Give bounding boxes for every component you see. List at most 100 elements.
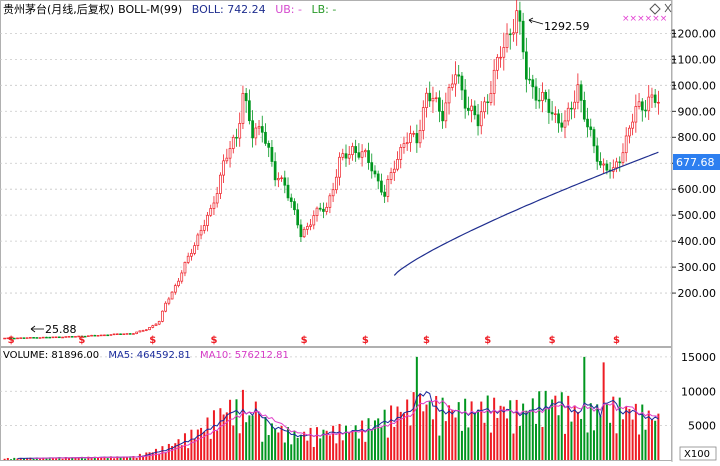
volume-bar <box>599 415 602 460</box>
candle <box>383 184 386 203</box>
volume-bar <box>209 438 212 460</box>
volume-bar <box>370 429 373 460</box>
candle <box>331 182 335 203</box>
volume-bar <box>13 457 16 460</box>
candle <box>254 123 258 146</box>
candle <box>80 335 84 338</box>
dividend-marker[interactable]: $ <box>210 335 217 346</box>
candle <box>431 86 435 114</box>
candle <box>338 152 341 186</box>
candle <box>592 126 596 154</box>
volume-bar <box>444 421 447 460</box>
toolbar-markers[interactable]: ×××××× <box>622 14 667 24</box>
volume-bar <box>32 458 35 460</box>
candle <box>512 18 515 42</box>
candle <box>618 156 622 172</box>
dividend-marker[interactable]: $ <box>362 335 369 346</box>
dividend-marker[interactable]: $ <box>549 335 556 346</box>
volume-bar <box>393 426 396 460</box>
candle <box>647 84 651 120</box>
volume-bar <box>547 408 550 460</box>
lb-legend: LB: - <box>311 3 336 16</box>
candle <box>518 1 522 35</box>
dividend-marker[interactable]: $ <box>423 335 430 346</box>
candle <box>193 242 196 256</box>
volume-bar <box>10 459 13 460</box>
close-icon[interactable] <box>664 3 672 13</box>
volume-bar <box>235 399 238 460</box>
volume-bar <box>621 419 624 460</box>
dividend-marker[interactable]: $ <box>613 335 620 346</box>
candle <box>405 132 409 151</box>
candle <box>38 337 42 339</box>
candle <box>106 334 110 337</box>
candle <box>35 337 39 339</box>
volume-bar <box>386 437 389 460</box>
candle <box>32 337 35 339</box>
candle <box>360 144 364 167</box>
volume-bar <box>280 425 283 460</box>
volume-bar <box>489 432 492 460</box>
volume-bar <box>287 427 290 460</box>
volume-bar <box>68 458 71 460</box>
volume-bar <box>560 392 563 460</box>
volume-bar <box>518 425 521 460</box>
candle <box>463 79 467 119</box>
candle <box>45 336 48 339</box>
candle <box>177 278 180 288</box>
volume-bar <box>650 419 653 460</box>
volume-bar <box>316 427 319 460</box>
dividend-marker[interactable]: $ <box>8 335 15 346</box>
candle <box>399 144 403 169</box>
candle <box>196 232 200 250</box>
dividend-marker[interactable]: $ <box>484 335 491 346</box>
dividend-marker[interactable]: $ <box>149 335 156 346</box>
volume-bar <box>97 457 100 460</box>
volume-bar <box>596 404 599 460</box>
volume-bar <box>193 438 196 460</box>
volume-tick-label: 10000 <box>681 385 716 398</box>
candle <box>277 172 280 188</box>
candle <box>257 120 261 136</box>
candle <box>41 336 45 339</box>
volume-bar <box>367 418 370 460</box>
dividend-marker[interactable]: $ <box>301 335 308 346</box>
candle <box>115 333 119 335</box>
volume-bar <box>457 402 460 460</box>
volume-bar <box>167 443 170 460</box>
dividend-marker[interactable]: $ <box>78 335 85 346</box>
candle <box>586 107 589 138</box>
volume-bar <box>402 413 405 460</box>
candle <box>560 112 564 132</box>
price-tick-label: 400.00 <box>678 235 717 248</box>
volume-bar <box>351 430 354 460</box>
candle <box>563 110 567 139</box>
candle <box>531 74 535 99</box>
candle <box>347 146 351 165</box>
volume-bar <box>51 457 54 460</box>
candle <box>251 110 254 148</box>
diamond-icon[interactable] <box>649 3 661 15</box>
volume-bar <box>657 413 660 460</box>
volume-bar <box>609 422 612 460</box>
candle <box>418 119 422 148</box>
candle <box>328 193 332 214</box>
volume-bar <box>586 432 589 460</box>
candle <box>595 137 599 170</box>
price-tick-label: 1000.00 <box>671 79 717 92</box>
candle <box>144 329 148 332</box>
volume-bar <box>383 409 386 460</box>
volume-bar <box>412 392 415 460</box>
volume-bar <box>628 408 631 460</box>
volume-bar <box>576 411 579 460</box>
volume-bar <box>544 390 547 460</box>
candle <box>363 148 367 158</box>
volume-bar <box>602 362 605 460</box>
volume-bar <box>312 446 315 460</box>
candle <box>302 226 306 239</box>
volume-bar <box>573 405 576 460</box>
candle <box>421 100 425 140</box>
candle <box>51 336 55 339</box>
candle <box>12 337 16 340</box>
volume-bar <box>647 410 650 460</box>
